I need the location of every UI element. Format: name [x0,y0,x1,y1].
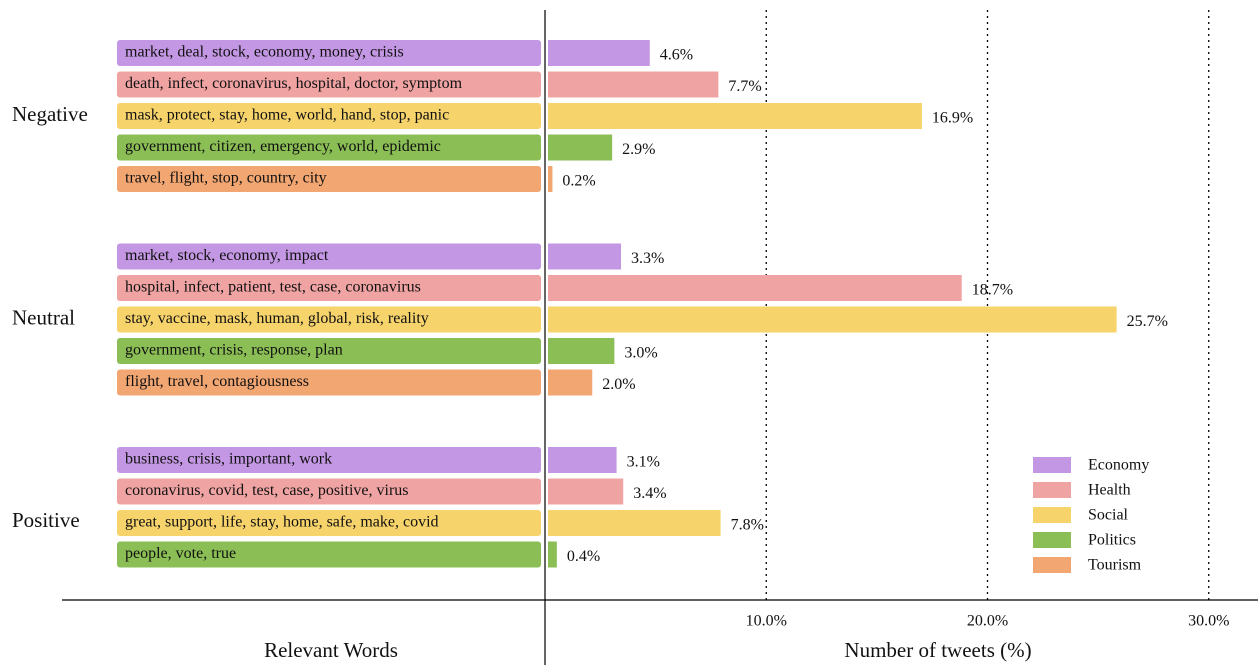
bar [548,338,615,364]
value-label: 3.0% [624,345,657,362]
legend-swatch [1033,532,1071,548]
legend-label: Politics [1088,532,1136,549]
words: mask, protect, stay, home, world, hand, … [125,107,449,124]
bar [548,71,719,98]
bar [548,510,721,536]
word-box [117,447,541,473]
word-box [117,103,541,129]
word-box [117,275,541,301]
legend-swatch [1033,457,1071,473]
word-box [117,40,541,66]
word-box [117,510,541,536]
value-label: 16.9% [932,110,973,127]
words-label: Relevant Words [264,638,398,662]
word-box [117,338,541,364]
words: government, crisis, response, plan [125,342,343,359]
bar [548,275,962,301]
bar [548,369,593,396]
x-tick-label: 20.0% [967,613,1008,630]
words: market, deal, stock, economy, money, cri… [125,44,404,61]
word-box [117,369,541,396]
words: business, crisis, important, work [125,451,332,468]
value-label: 3.4% [633,485,666,502]
value-label: 7.7% [728,78,761,95]
value-label: 0.2% [562,173,595,190]
value-label: 0.4% [567,548,600,565]
bar [548,306,1117,333]
value-label: 3.3% [631,250,664,267]
words: coronavirus, covid, test, case, positive… [125,482,409,499]
group-label: Negative [12,102,88,126]
legend-label: Economy [1088,457,1149,474]
words: death, infect, coronavirus, hospital, do… [125,75,463,92]
word-box [117,541,541,568]
value-label: 2.9% [622,141,655,158]
value-label: 2.0% [602,376,635,393]
words: great, support, life, stay, home, safe, … [125,514,439,531]
word-box [117,166,541,192]
words: travel, flight, stop, country, city [125,170,327,187]
value-label: 3.1% [627,454,660,471]
bar [548,40,650,66]
group-label: Neutral [12,305,75,329]
word-box [117,478,541,505]
value-label: 25.7% [1127,313,1168,330]
bar [548,541,557,568]
x-axis-label: Number of tweets (%) [844,638,1031,662]
value-label: 4.6% [660,47,693,64]
group-label: Positive [12,508,80,532]
legend-swatch [1033,557,1071,573]
legend-swatch [1033,507,1071,523]
x-tick-label: 10.0% [746,613,787,630]
x-tick-label: 30.0% [1188,613,1229,630]
words: hospital, infect, patient, test, case, c… [125,279,421,296]
words: flight, travel, contagiousness [125,373,309,390]
legend-label: Health [1088,482,1131,499]
bar [548,478,624,505]
legend-label: Tourism [1088,557,1142,574]
word-box [117,306,541,333]
words: people, vote, true [125,545,236,562]
bar [548,134,613,161]
word-box [117,134,541,161]
word-box [117,71,541,98]
bar [548,243,622,270]
words: stay, vaccine, mask, human, global, risk… [125,310,429,327]
bar [548,447,617,473]
word-box [117,243,541,270]
legend-label: Social [1088,507,1129,524]
bar [548,166,553,192]
value-label: 18.7% [972,282,1013,299]
bar [548,103,922,129]
value-label: 7.8% [731,517,764,534]
words: government, citizen, emergency, world, e… [125,138,441,155]
words: market, stock, economy, impact [125,247,329,264]
legend-swatch [1033,482,1071,498]
